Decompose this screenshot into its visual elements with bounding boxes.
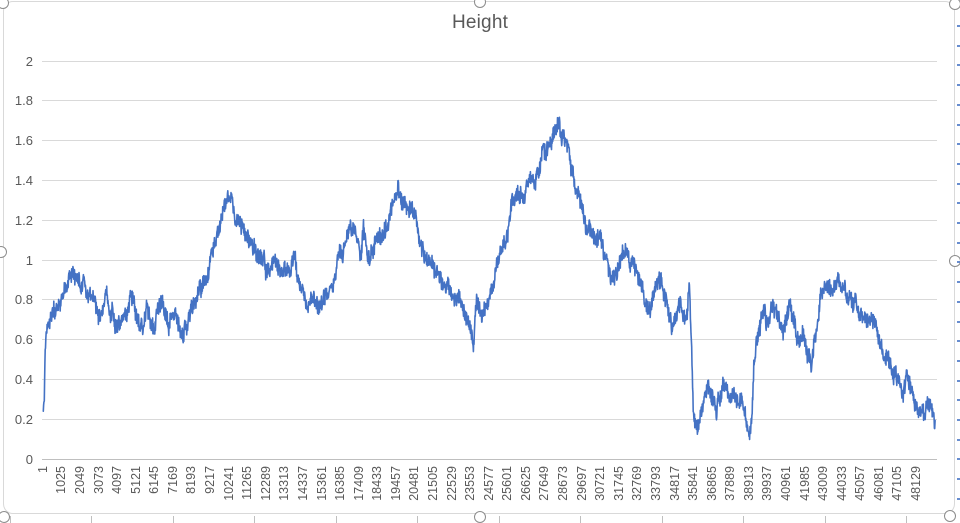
y-tick-label: 1.6	[14, 133, 33, 149]
horizontal-gridline	[42, 418, 937, 420]
worksheet-column-gridline	[417, 516, 418, 523]
worksheet-column-gridline	[743, 516, 744, 523]
y-tick-label: 0.6	[14, 332, 33, 348]
y-tick-label: 1.8	[14, 93, 33, 109]
y-tick-label: 0.8	[14, 292, 33, 308]
worksheet-row-gridline	[957, 84, 960, 87]
worksheet-row-gridline	[957, 458, 960, 461]
worksheet-column-gridline	[91, 516, 92, 523]
worksheet-row-gridline	[957, 143, 960, 146]
worksheet-row-gridline	[957, 162, 960, 165]
worksheet-row-gridline	[957, 123, 960, 126]
worksheet-row-gridline	[957, 497, 960, 500]
y-tick-label: 2	[25, 53, 33, 69]
selection-handle[interactable]	[949, 255, 960, 267]
y-tick-label: 0	[25, 451, 33, 467]
worksheet-row-gridline	[957, 261, 960, 264]
horizontal-gridline	[42, 378, 937, 380]
y-tick-label: 1.4	[14, 172, 33, 188]
worksheet-row-gridline	[957, 25, 960, 27]
worksheet-row-gridline	[957, 478, 960, 481]
horizontal-gridline	[42, 179, 937, 181]
worksheet-row-gridline	[957, 438, 960, 441]
worksheet-column-gridline	[824, 516, 826, 523]
horizontal-gridline	[42, 140, 937, 142]
y-tick-label: 0.2	[14, 411, 33, 427]
selection-handle[interactable]	[944, 510, 956, 522]
worksheet-column-gridline	[906, 516, 907, 523]
worksheet-row-gridline	[957, 222, 960, 224]
worksheet-row-gridline	[957, 359, 960, 362]
y-tick-label: 1	[25, 252, 33, 268]
y-tick-label: 0.4	[14, 371, 33, 387]
worksheet-column-gridline	[580, 516, 581, 523]
selection-handle[interactable]	[949, 0, 960, 10]
worksheet-row-gridline	[957, 103, 960, 106]
worksheet-row-gridline	[957, 320, 960, 323]
selection-handle[interactable]	[0, 0, 9, 9]
worksheet-column-gridline	[9, 516, 11, 523]
horizontal-gridline	[42, 339, 937, 341]
worksheet-row-gridline	[957, 399, 960, 402]
horizontal-gridline	[42, 60, 937, 62]
worksheet-row-gridline	[957, 379, 960, 382]
selection-handle[interactable]	[474, 511, 486, 523]
worksheet-row-gridline	[957, 182, 960, 185]
worksheet-column-gridline	[254, 516, 255, 523]
worksheet-column-gridline	[661, 516, 663, 523]
x-axis-line	[42, 458, 937, 460]
worksheet-row-gridline	[957, 419, 960, 421]
worksheet-row-gridline	[957, 281, 960, 284]
worksheet-row-gridline	[957, 44, 960, 47]
horizontal-gridline	[42, 219, 937, 221]
chart-title[interactable]: Height	[451, 12, 509, 33]
worksheet-row-gridline	[957, 202, 960, 205]
worksheet-row-gridline	[957, 340, 960, 343]
horizontal-gridline	[42, 259, 937, 261]
worksheet-row-gridline	[957, 300, 960, 303]
y-tick-label: 1.2	[14, 212, 33, 228]
worksheet-row-gridline	[957, 64, 960, 67]
horizontal-gridline	[42, 100, 937, 102]
worksheet-column-gridline	[335, 516, 337, 523]
selection-handle[interactable]	[474, 0, 486, 8]
worksheet-row-gridline	[957, 241, 960, 244]
worksheet-column-gridline	[172, 516, 174, 523]
worksheet-column-gridline	[498, 516, 500, 523]
chart-object-frame[interactable]	[3, 1, 955, 514]
height-series-line[interactable]	[42, 116, 936, 441]
